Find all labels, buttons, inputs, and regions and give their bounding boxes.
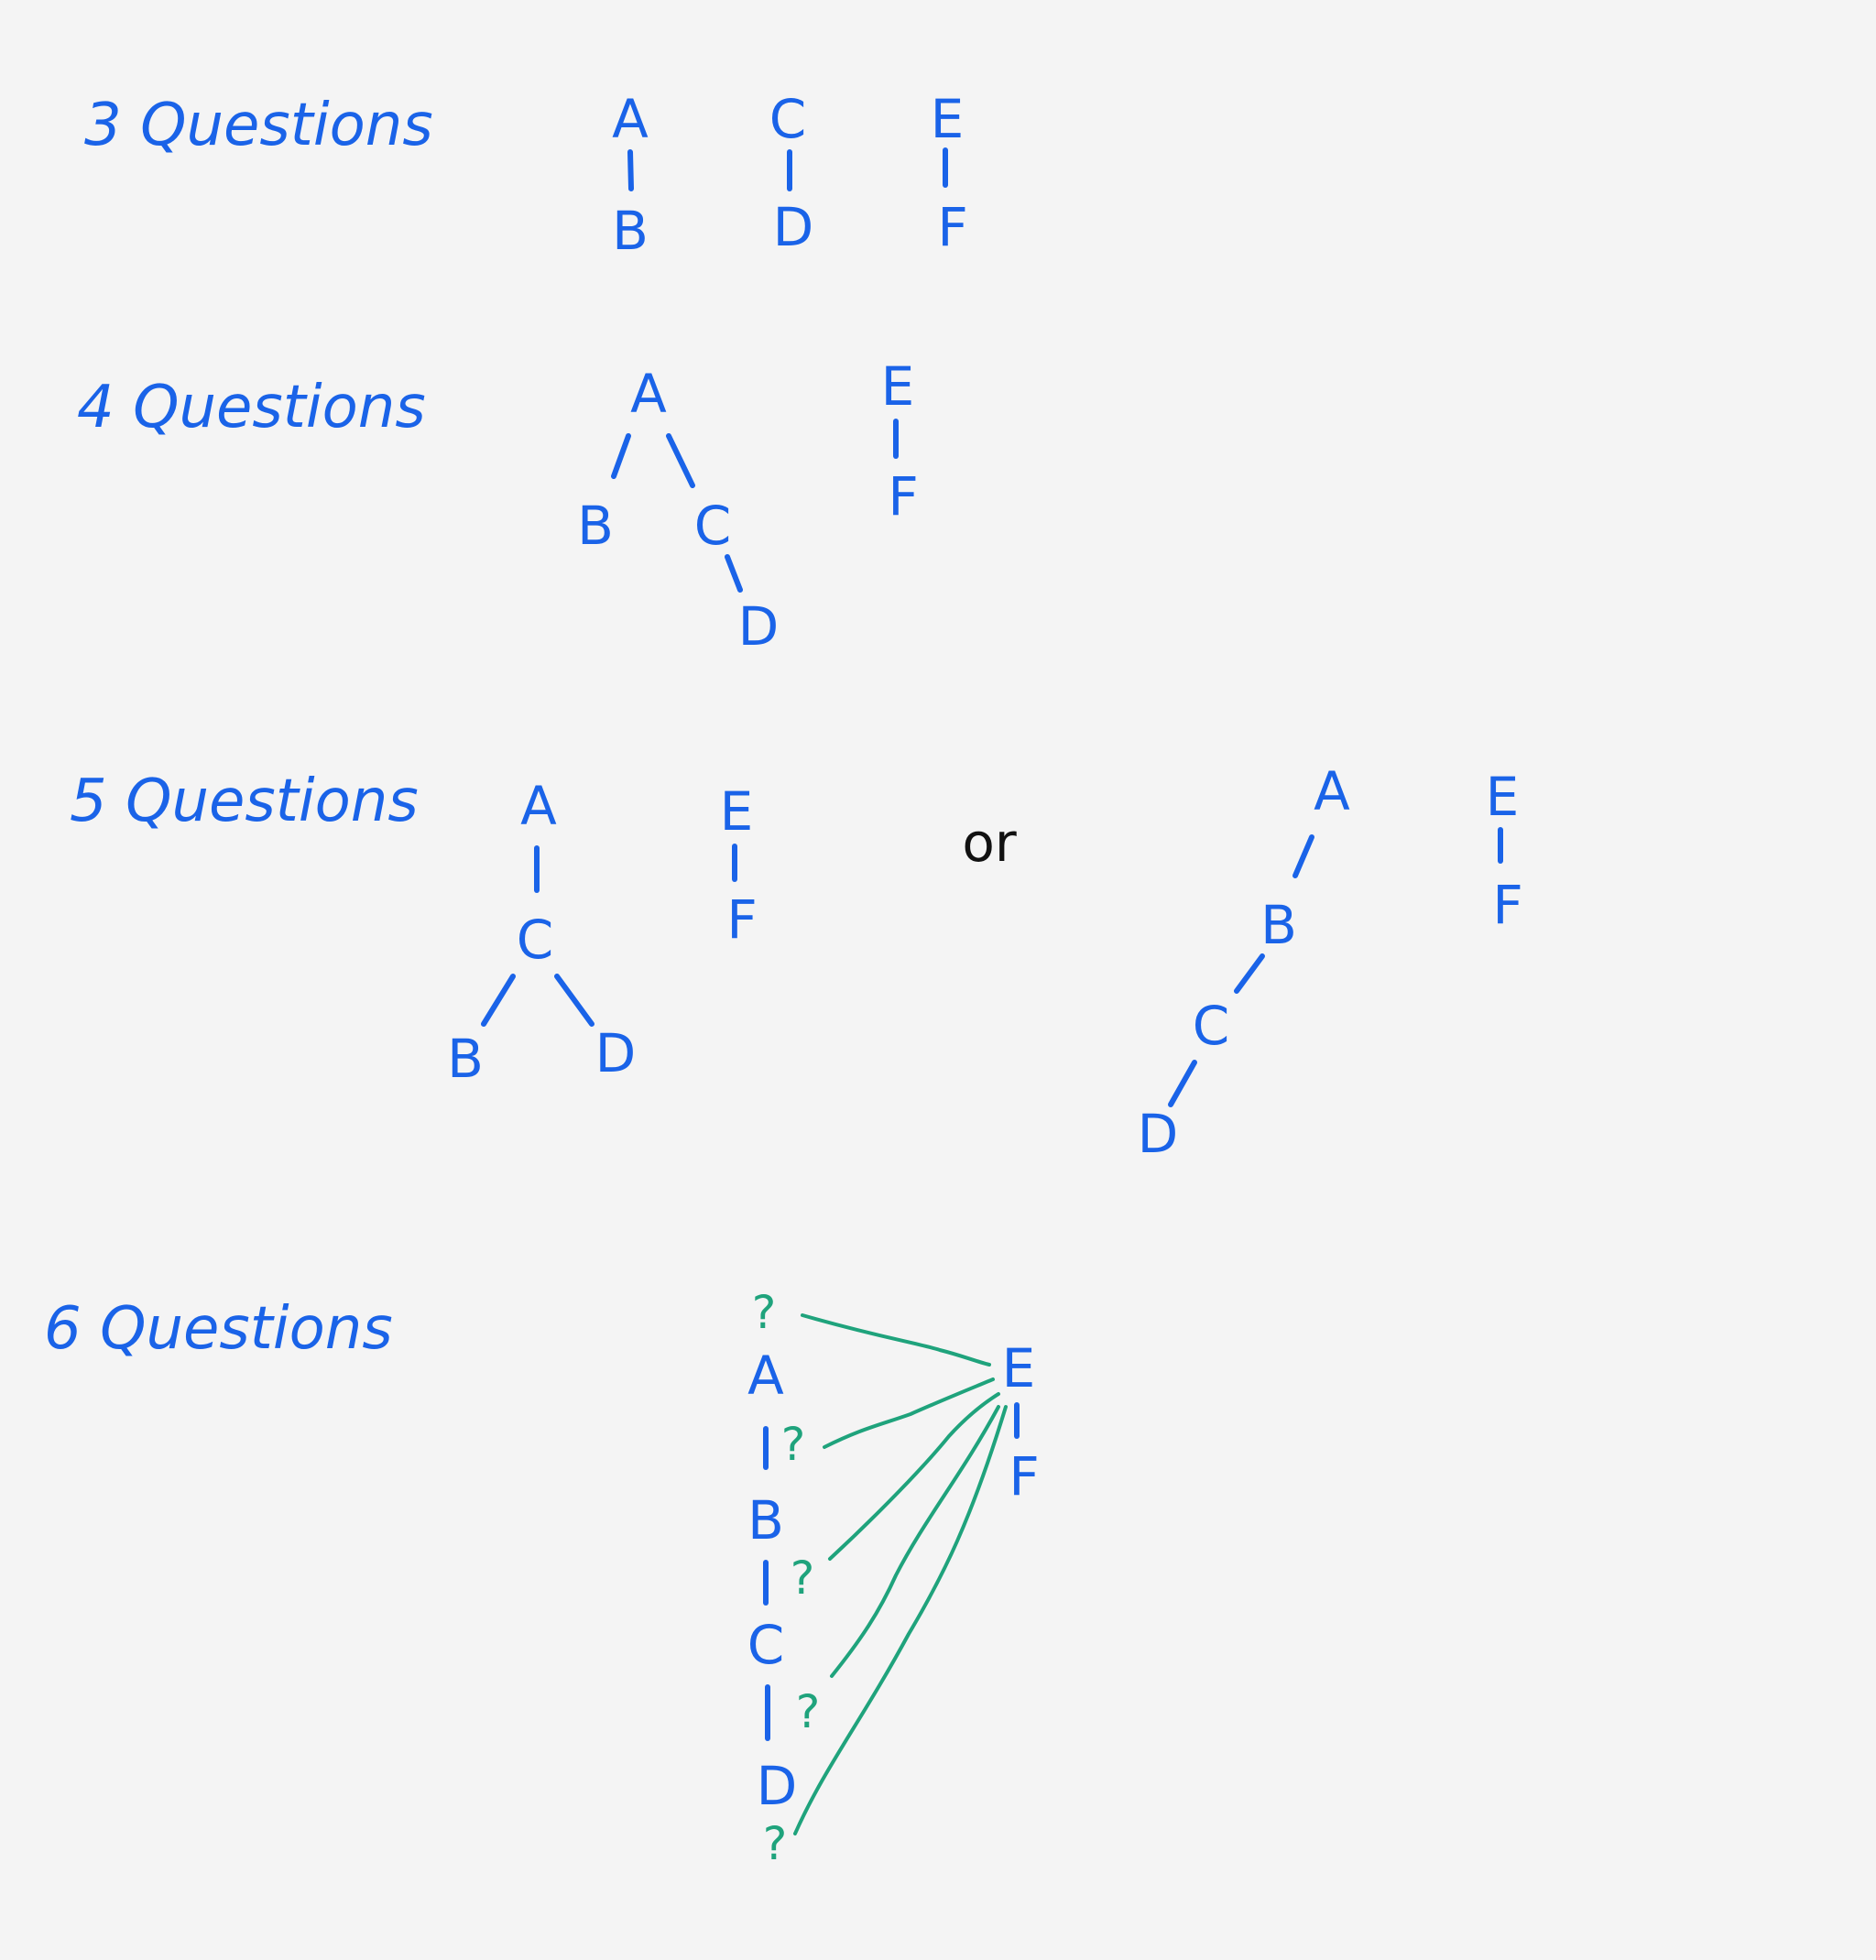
row3-node-c: C — [769, 88, 807, 150]
row5b-node-d: D — [1138, 1103, 1179, 1165]
row6-question-1: ? — [752, 1286, 777, 1339]
row3-node-d: D — [773, 196, 814, 258]
row5b-node-e: E — [1486, 766, 1520, 828]
row3-node-b: B — [612, 200, 649, 262]
row5b-edge-a-b — [1292, 834, 1314, 878]
row6-question-4: ? — [796, 1685, 821, 1738]
row4-edge-a-c — [666, 433, 695, 488]
row3-node-a: A — [612, 88, 649, 150]
row4-node-b: B — [577, 495, 614, 557]
row6-link-q3-e — [828, 1392, 1000, 1561]
row5b-node-c: C — [1193, 995, 1230, 1057]
row6-node-b: B — [747, 1489, 784, 1552]
row4-node-a: A — [630, 363, 667, 425]
row6-node-e: E — [1002, 1337, 1036, 1399]
row4-edge-c-d — [725, 554, 743, 593]
row6-question-3: ? — [791, 1552, 815, 1605]
row5b-node-f: F — [1492, 874, 1522, 936]
row5a-node-d: D — [595, 1022, 637, 1084]
title-6-questions: 6 Questions — [44, 1295, 393, 1363]
row4-node-d: D — [738, 595, 780, 658]
row5a-node-c: C — [517, 909, 554, 971]
row6-link-q1-e — [801, 1313, 991, 1367]
row4-node-c: C — [694, 495, 732, 557]
row4-node-f: F — [888, 465, 918, 528]
row5a-edge-c-b — [481, 974, 516, 1027]
row5a-edge-c-d — [554, 974, 594, 1027]
row6-question-5: ? — [763, 1817, 788, 1870]
or-label: or — [962, 811, 1016, 874]
row4-edge-a-b — [611, 433, 631, 479]
row5b-edge-c-d — [1168, 1060, 1197, 1107]
row5a-node-a: A — [520, 775, 557, 837]
row5a-node-b: B — [447, 1028, 484, 1090]
row6-link-q5-e — [793, 1405, 1008, 1835]
row6-link-q2-e — [823, 1377, 995, 1449]
title-4-questions: 4 Questions — [77, 374, 426, 441]
row4-node-e: E — [881, 355, 915, 418]
row3-edge-a-b — [627, 149, 634, 191]
row6-node-c: C — [747, 1614, 785, 1676]
row3-node-e: E — [931, 88, 965, 150]
title-3-questions: 3 Questions — [84, 92, 433, 159]
row5b-node-a: A — [1314, 760, 1350, 822]
title-5-questions: 5 Questions — [70, 768, 419, 835]
row5b-node-b: B — [1260, 894, 1297, 956]
row5a-node-f: F — [726, 888, 757, 951]
row6-node-f: F — [1009, 1445, 1039, 1508]
row6-question-2: ? — [781, 1418, 806, 1471]
row6-link-q4-e — [830, 1405, 1000, 1678]
row5a-node-e: E — [720, 780, 754, 843]
row5b-edge-b-c — [1234, 953, 1265, 994]
row6-node-a: A — [747, 1345, 784, 1407]
row6-node-d: D — [757, 1755, 798, 1817]
row3-node-f: F — [937, 196, 967, 258]
